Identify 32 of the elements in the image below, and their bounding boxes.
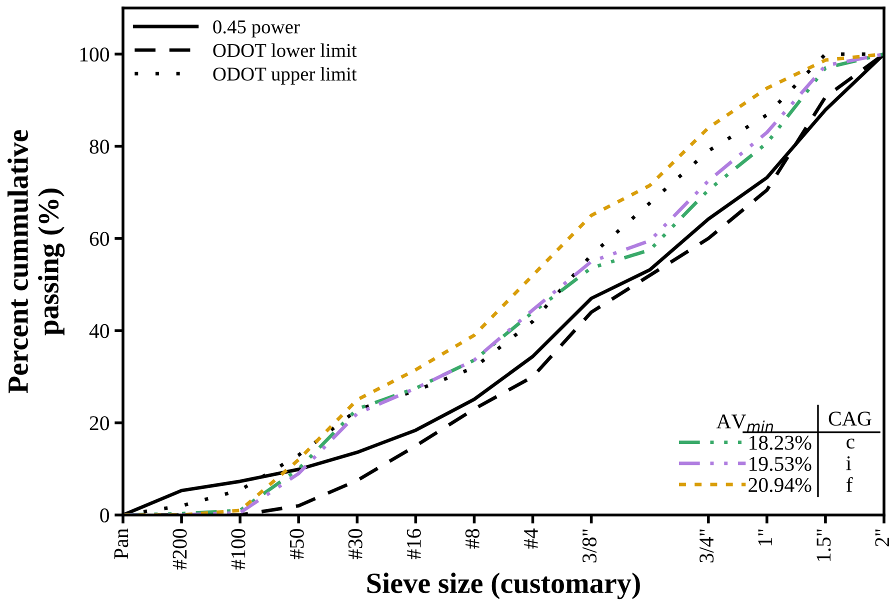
x-tick-label: #4 xyxy=(524,528,538,549)
legend-label: ODOT upper limit xyxy=(213,66,357,85)
x-tick-label: #200 xyxy=(172,528,187,570)
legend-title: AV$_{min}$ xyxy=(716,414,774,432)
x-tick-label: 1.5" xyxy=(816,529,831,561)
annotation: f xyxy=(846,477,853,492)
legend-label: 19.53% xyxy=(750,456,812,472)
y-tick-label: 0 xyxy=(100,508,110,522)
x-tick-label: 2" xyxy=(875,529,890,546)
x-tick-label: #30 xyxy=(348,528,362,560)
x-tick-label: 3/8" xyxy=(582,529,597,562)
x-tick-label: Pan xyxy=(114,528,128,559)
legend-label: ODOT lower limit xyxy=(213,43,357,58)
y-axis-title: Percent cummulative passing (%) xyxy=(7,130,65,394)
legend-label: 18.23% xyxy=(750,436,812,450)
annotation: c xyxy=(846,438,854,449)
y-tick-label: 40 xyxy=(89,324,110,338)
x-tick-label: 3/4" xyxy=(700,529,714,562)
annotation: i xyxy=(846,456,852,470)
x-tick-label: #50 xyxy=(290,528,304,560)
x-tick-label: #100 xyxy=(231,528,246,570)
x-tick-label: 1" xyxy=(758,529,772,546)
x-tick-label: #16 xyxy=(406,528,421,560)
y-tick-label: 20 xyxy=(90,416,110,430)
annotation: CAG xyxy=(828,412,872,426)
legend-label: 0.45 power xyxy=(213,20,300,38)
y-tick-label: 80 xyxy=(90,140,110,154)
x-axis-title: Sieve size (customary) xyxy=(367,572,640,600)
y-tick-label: 60 xyxy=(90,232,110,246)
legend-label: 20.94% xyxy=(748,478,812,492)
y-tick-label: 100 xyxy=(80,47,110,62)
x-tick-label: #8 xyxy=(465,528,480,549)
